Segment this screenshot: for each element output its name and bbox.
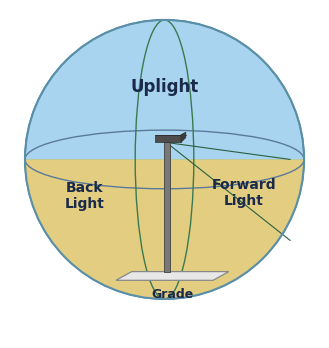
- Polygon shape: [156, 135, 181, 142]
- Circle shape: [25, 20, 304, 299]
- Polygon shape: [25, 159, 304, 299]
- Polygon shape: [181, 132, 186, 142]
- Text: Forward
Light: Forward Light: [212, 178, 276, 208]
- Polygon shape: [164, 142, 170, 271]
- Text: Uplight: Uplight: [130, 78, 199, 96]
- Text: Back
Light: Back Light: [65, 181, 105, 211]
- Polygon shape: [25, 159, 304, 299]
- Polygon shape: [116, 271, 229, 280]
- Text: Grade: Grade: [152, 287, 194, 301]
